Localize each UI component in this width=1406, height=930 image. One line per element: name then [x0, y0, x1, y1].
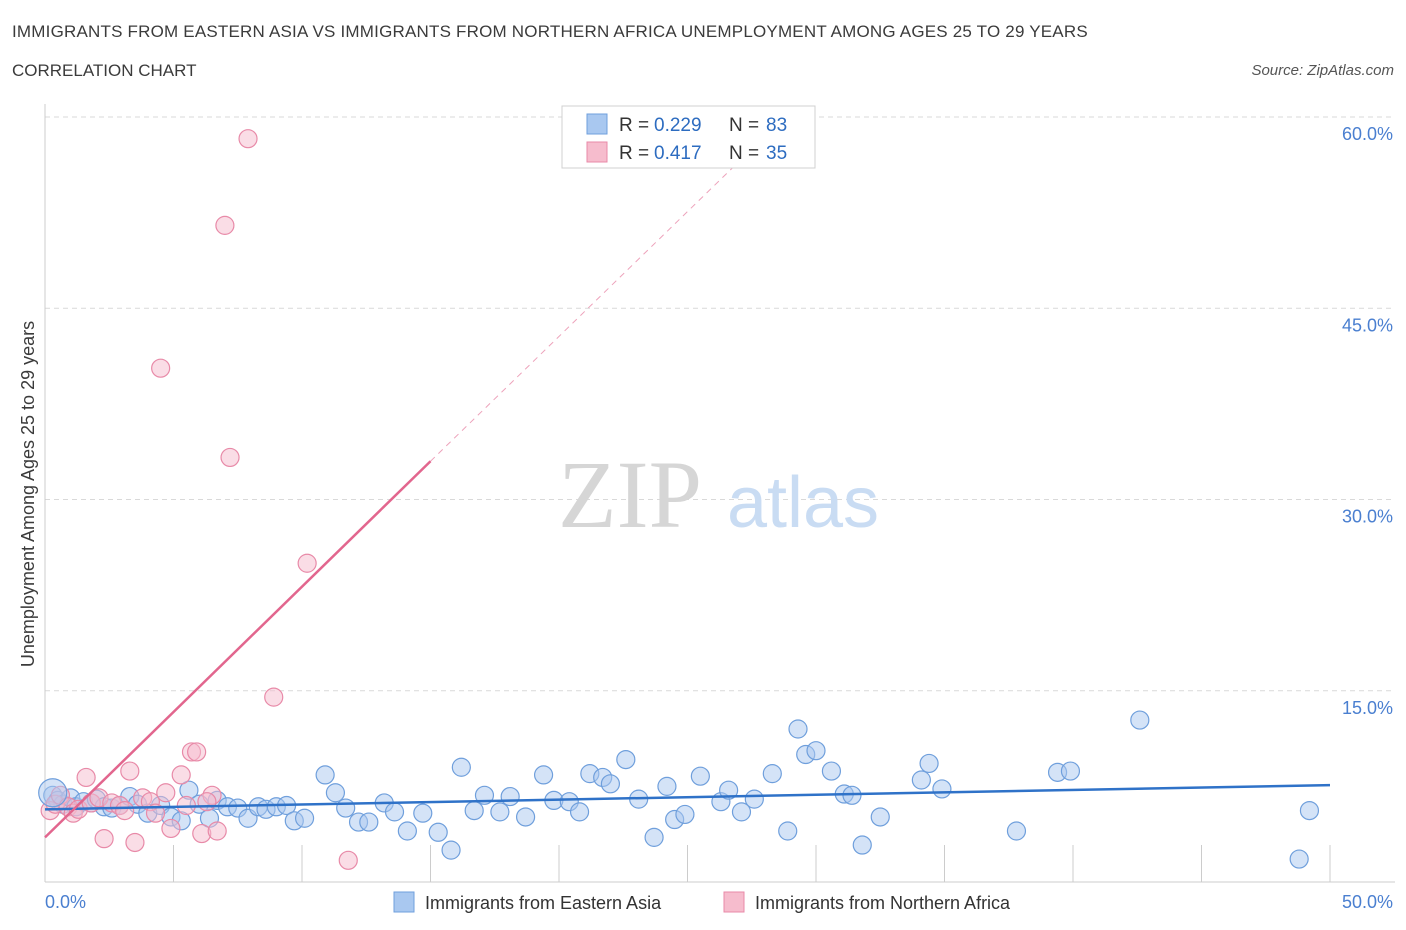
point-pink-9 — [94, 829, 114, 849]
point-blue-30 — [315, 765, 335, 785]
point-blue-39 — [428, 822, 448, 842]
gridlines — [45, 116, 1395, 692]
point-blue-42 — [464, 800, 484, 821]
bottom-legend-swatch-pink — [723, 891, 745, 913]
y-tick-label-0: 15.0% — [1342, 698, 1393, 718]
legend-swatch-pink — [586, 141, 608, 163]
bottom-legend-label-blue: Immigrants from Eastern Asia — [425, 893, 662, 913]
point-blue-80 — [1060, 761, 1081, 781]
point-pink-19 — [161, 818, 181, 839]
point-pink-32 — [297, 553, 317, 573]
point-blue-73 — [852, 835, 872, 855]
point-blue-82 — [1299, 800, 1320, 821]
bottom-legend: Immigrants from Eastern Asia Immigrants … — [393, 891, 1011, 913]
point-pink-26 — [207, 821, 227, 841]
point-blue-78 — [1006, 821, 1027, 841]
point-blue-44 — [490, 802, 510, 822]
legend-r-label-1: R = — [619, 115, 649, 136]
point-blue-38 — [413, 803, 433, 823]
bottom-legend-swatch-blue — [393, 891, 415, 913]
point-pink-18 — [156, 783, 176, 803]
legend-n-label-1: N = — [729, 115, 759, 136]
point-pink-20 — [171, 765, 191, 785]
y-axis-label: Unemployment Among Ages 25 to 29 years — [18, 321, 38, 667]
point-blue-77 — [932, 779, 952, 799]
point-blue-45 — [500, 786, 520, 807]
point-blue-67 — [788, 719, 808, 739]
point-blue-59 — [675, 804, 695, 825]
legend-n-value-1: 83 — [766, 115, 787, 136]
legend-r-label-2: R = — [619, 143, 649, 164]
point-blue-56 — [644, 827, 664, 847]
point-blue-75 — [911, 770, 931, 790]
legend-n-value-2: 35 — [766, 143, 787, 164]
point-pink-13 — [120, 761, 140, 781]
trend-extension-pink — [430, 161, 740, 462]
point-blue-74 — [870, 807, 890, 827]
point-blue-64 — [744, 789, 764, 809]
watermark-atlas: atlas — [727, 463, 879, 543]
point-blue-40 — [441, 840, 461, 860]
point-blue-81 — [1130, 710, 1150, 730]
point-pink-12 — [115, 800, 135, 821]
point-pink-34 — [197, 792, 217, 812]
point-blue-34 — [359, 812, 379, 832]
chart-subtitle: CORRELATION CHART — [12, 61, 197, 80]
point-blue-60 — [690, 766, 710, 786]
x-tick-label-max: 50.0% — [1342, 892, 1393, 912]
point-pink-27 — [151, 358, 171, 378]
point-blue-66 — [778, 821, 798, 841]
bottom-legend-label-pink: Immigrants from Northern Africa — [755, 893, 1011, 913]
legend-r-value-2: 0.417 — [654, 143, 702, 164]
point-blue-31 — [325, 783, 346, 803]
point-blue-57 — [657, 776, 677, 796]
point-blue-62 — [719, 780, 739, 800]
watermark: ZIP atlas — [558, 441, 879, 548]
axes — [44, 104, 1395, 883]
legend-swatch-blue — [586, 113, 608, 135]
trend-line-pink — [44, 460, 432, 839]
point-blue-36 — [384, 802, 405, 822]
point-blue-32 — [336, 798, 356, 818]
point-blue-53 — [600, 774, 621, 794]
point-blue-29 — [294, 808, 315, 828]
point-blue-46 — [515, 807, 536, 827]
point-pink-17 — [145, 803, 166, 823]
source-label: Source: ZipAtlas.com — [1251, 62, 1394, 79]
point-pink-14 — [125, 832, 145, 853]
point-pink-31 — [264, 687, 284, 707]
point-pink-29 — [220, 447, 240, 468]
point-blue-cluster — [38, 778, 68, 808]
point-blue-47 — [533, 765, 554, 785]
tick-labels: 15.0% 30.0% 45.0% 60.0% 0.0% 50.0% — [45, 124, 1393, 912]
point-blue-50 — [569, 802, 590, 822]
point-pink-28 — [215, 215, 235, 235]
point-blue-76 — [919, 753, 939, 774]
legend-n-label-2: N = — [729, 143, 759, 164]
point-blue-41 — [451, 757, 471, 777]
chart-title: IMMIGRANTS FROM EASTERN ASIA VS IMMIGRAN… — [12, 22, 1088, 41]
point-blue-70 — [821, 761, 842, 781]
y-tick-label-2: 45.0% — [1342, 315, 1393, 335]
trend-line-blue — [44, 783, 1331, 811]
x-tick-label-min: 0.0% — [45, 892, 86, 912]
point-blue-83 — [1289, 849, 1309, 869]
y-tick-label-3: 60.0% — [1342, 124, 1393, 144]
point-blue-37 — [397, 821, 417, 841]
point-blue-69 — [806, 741, 826, 761]
legend: R = 0.229 N = 83 R = 0.417 N = 35 — [561, 105, 816, 169]
point-pink-6 — [76, 767, 96, 788]
point-blue-54 — [616, 749, 636, 770]
point-blue-65 — [762, 764, 782, 784]
trend-lines — [44, 161, 1331, 839]
y-tick-label-1: 30.0% — [1342, 507, 1393, 527]
watermark-zip: ZIP — [558, 441, 702, 548]
point-blue-63 — [731, 802, 752, 822]
point-pink-33 — [338, 850, 358, 870]
point-pink-30 — [238, 129, 258, 149]
legend-r-value-1: 0.229 — [654, 115, 702, 136]
point-pink-23 — [187, 742, 207, 762]
